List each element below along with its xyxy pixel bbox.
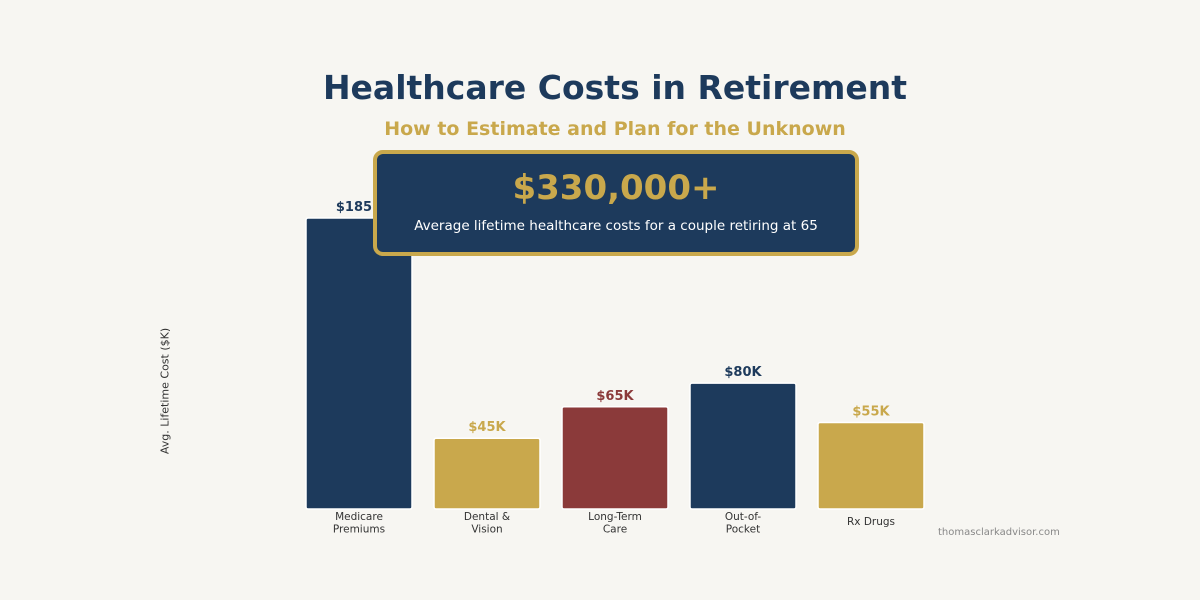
y-axis-label: Avg. Lifetime Cost ($K) xyxy=(158,327,172,455)
bar-2 xyxy=(561,406,669,510)
x-tick-label-1: Dental & Vision xyxy=(464,511,510,536)
x-tick-label-4: Rx Drugs xyxy=(847,516,895,528)
bar-value-label-0: $185K xyxy=(336,200,383,215)
x-tick-label-0: Medicare Premiums xyxy=(333,511,385,536)
bar-value-label-3: $80K xyxy=(724,365,762,380)
callout-description: Average lifetime healthcare costs for a … xyxy=(414,218,818,234)
bar-4 xyxy=(817,421,925,510)
x-tick-label-3: Out-of-Pocket xyxy=(725,511,762,536)
bar-1 xyxy=(433,437,541,510)
bar-value-label-2: $65K xyxy=(596,389,634,404)
chart-title: Healthcare Costs in Retirement xyxy=(322,68,908,107)
bar-value-label-1: $45K xyxy=(468,420,506,435)
callout-value: $330,000+ xyxy=(512,168,720,208)
total-cost-callout: $330,000+ Average lifetime healthcare co… xyxy=(373,150,859,256)
source-footer: thomasclarkadvisor.com xyxy=(938,527,1060,538)
chart-subtitle: How to Estimate and Plan for the Unknown xyxy=(384,118,846,140)
bar-3 xyxy=(689,382,797,510)
x-tick-label-2: Long-Term Care xyxy=(588,511,642,536)
bar-value-label-4: $55K xyxy=(852,404,890,419)
bar-0 xyxy=(305,217,413,510)
